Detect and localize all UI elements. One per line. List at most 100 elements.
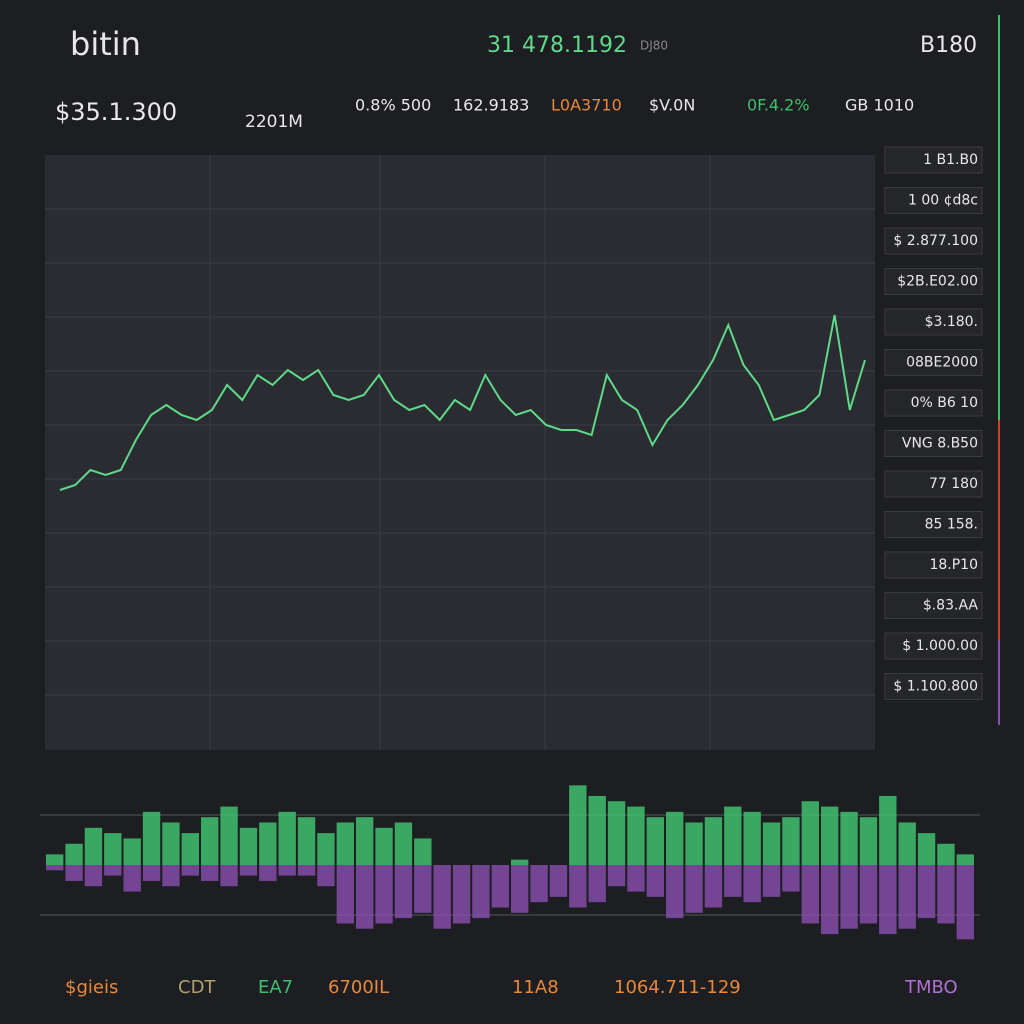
- volume-bar-up: [956, 854, 974, 865]
- volume-bar-up: [762, 822, 781, 865]
- order-label: $3.180.: [925, 314, 978, 330]
- order-label: $.83.AA: [923, 598, 979, 614]
- footer-item: 6700IL: [328, 977, 389, 998]
- order-row: [884, 268, 983, 295]
- volume-bar-down: [201, 865, 219, 881]
- volume-bar-down: [336, 865, 354, 924]
- volume-bar-up: [297, 817, 316, 865]
- footer-item: $gieis: [65, 977, 118, 998]
- order-label: 08BE2000: [906, 355, 978, 371]
- volume-bar-up: [782, 817, 800, 865]
- volume-bar-up: [104, 833, 122, 865]
- volume-bar-up: [704, 817, 723, 865]
- volume-bar-up: [65, 843, 83, 865]
- volume-bar-up: [511, 859, 529, 865]
- volume-bar-up: [666, 811, 684, 865]
- footer-item: 11A8: [512, 977, 559, 998]
- order-label: VNG 8.B50: [902, 436, 978, 452]
- volume-total: 2201M: [245, 112, 303, 132]
- brand: bitin: [70, 25, 141, 63]
- volume-bar-down: [704, 865, 723, 908]
- volume-bar-down: [356, 865, 374, 929]
- volume-bar-up: [142, 811, 161, 865]
- volume-bar-up: [724, 806, 742, 865]
- volume-bar-down: [898, 865, 916, 929]
- volume-bar-down: [685, 865, 703, 913]
- volume-bar-up: [278, 811, 296, 865]
- volume-bar-down: [239, 865, 258, 876]
- last-price: $35.1.300: [55, 98, 177, 126]
- order-label: 77 180: [929, 476, 978, 492]
- volume-bar-up: [840, 811, 858, 865]
- volume-bar-up: [607, 801, 626, 865]
- volume-bar-down: [724, 865, 742, 897]
- footer-item: 1064.711-129: [614, 977, 741, 998]
- account: B180: [920, 33, 977, 58]
- order-label: 1 B1.B0: [923, 152, 978, 168]
- order-row: [884, 673, 983, 700]
- volume-bar-up: [685, 822, 703, 865]
- volume-bar-down: [162, 865, 180, 887]
- volume-bar-up: [937, 843, 955, 865]
- volume-bar-up: [123, 838, 141, 865]
- volume-bar-down: [317, 865, 335, 887]
- volume-bar-up: [821, 806, 839, 865]
- volume-bar-down: [821, 865, 839, 935]
- order-row: [884, 511, 983, 538]
- volume-bar-down: [259, 865, 277, 881]
- volume-bar-down: [46, 865, 64, 871]
- volume-bar-down: [879, 865, 897, 935]
- volume-bar-up: [879, 795, 897, 865]
- volume-bar-up: [627, 806, 645, 865]
- volume-bar-down: [394, 865, 413, 919]
- order-row: [884, 349, 983, 376]
- volume-bar-down: [956, 865, 974, 940]
- volume-bar-down: [472, 865, 490, 919]
- volume-bar-up: [743, 811, 761, 865]
- volume-bar-up: [220, 806, 238, 865]
- order-label: $ 1.100.800: [893, 679, 978, 695]
- ticker-stat: GB 1010: [845, 96, 914, 115]
- volume-bar-down: [762, 865, 781, 897]
- volume-bar-up: [356, 817, 374, 865]
- volume-bar-up: [336, 822, 354, 865]
- pair: 31 478.1192: [487, 33, 627, 58]
- volume-bar-down: [375, 865, 393, 924]
- volume-bar-up: [394, 822, 413, 865]
- volume-bar-down: [491, 865, 509, 908]
- volume-bar-down: [840, 865, 858, 929]
- volume-bar-down: [297, 865, 316, 876]
- ticker-stat: $V.0N: [649, 96, 695, 115]
- volume-bar-up: [201, 817, 219, 865]
- footer-item: CDT: [178, 977, 216, 998]
- volume-bar-down: [414, 865, 432, 913]
- volume-bar-down: [646, 865, 664, 897]
- volume-bar-down: [607, 865, 626, 887]
- volume-bar-up: [898, 822, 916, 865]
- volume-bar-down: [627, 865, 645, 892]
- volume-bar-up: [646, 817, 664, 865]
- ticker-stat: 162.9183: [453, 96, 529, 115]
- volume-bar-down: [917, 865, 936, 919]
- volume-bar-down: [452, 865, 471, 924]
- order-label: 18.P10: [929, 557, 978, 573]
- volume-bar-up: [317, 833, 335, 865]
- volume-bar-down: [278, 865, 296, 876]
- pair-note: DJ80: [640, 39, 668, 53]
- volume-bar-down: [937, 865, 955, 924]
- volume-bar-up: [46, 854, 64, 865]
- order-label: 85 158.: [925, 517, 978, 533]
- order-row: [884, 227, 983, 255]
- volume-bar-up: [239, 827, 258, 865]
- volume-bar-up: [414, 838, 432, 865]
- volume-bar-up: [569, 785, 587, 865]
- order-row: [884, 592, 983, 619]
- volume-bar-down: [549, 865, 568, 897]
- volume-bar-down: [433, 865, 451, 929]
- order-row: [884, 551, 983, 579]
- order-row: [884, 146, 983, 174]
- volume-bar-down: [859, 865, 878, 924]
- volume-bar-down: [743, 865, 761, 903]
- volume-bar-down: [142, 865, 161, 881]
